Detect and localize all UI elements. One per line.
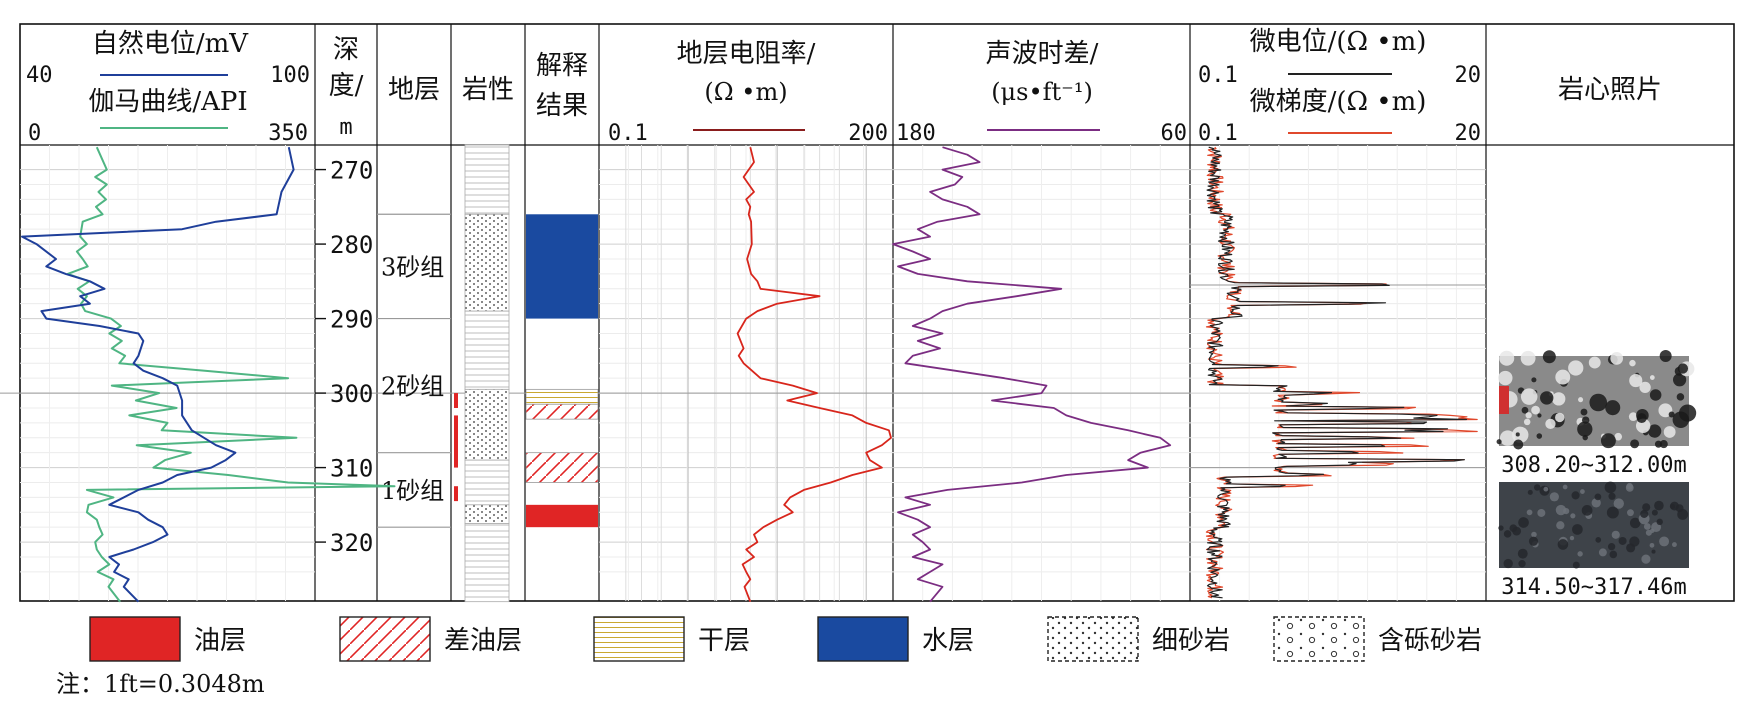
legend-swatch-fine-sand <box>1047 616 1139 662</box>
legend-label: 差油层 <box>444 626 522 656</box>
micro-inv-max-label: 20 <box>1455 63 1482 88</box>
interp-header-1: 解释 <box>536 51 588 81</box>
depth-tick-label: 290 <box>330 306 373 334</box>
gr-min-label: 0 <box>28 121 41 146</box>
stratum-track: 3砂组 2砂组 1砂组 <box>377 213 451 528</box>
ac-title-2: (μs•ft⁻¹) <box>991 78 1093 106</box>
res-title-2: (Ω •m) <box>704 78 787 106</box>
track-headers: 自然电位/mV 40 100 伽马曲线/API 0 350 深 度/ m 地层 … <box>26 27 1662 146</box>
sp-min-label: 40 <box>26 63 53 88</box>
depth-header-2: 度/ <box>329 71 364 101</box>
legend-swatch-pebbly-sand <box>1273 616 1365 662</box>
core-photo <box>1498 481 1689 569</box>
depth-header-3: m <box>339 115 352 140</box>
core-header: 岩心照片 <box>1558 75 1662 105</box>
legend-label: 含砾砂岩 <box>1378 626 1482 656</box>
legend-label: 油层 <box>194 626 246 656</box>
unit-note: 注：1ft=0.3048m <box>56 670 265 698</box>
lithology-mudstone <box>464 523 510 603</box>
lithology-header: 岩性 <box>462 75 514 105</box>
lithology-track <box>454 144 510 603</box>
interp-zone-poor_oil <box>525 452 599 483</box>
micro-inv-title: 微电位/(Ω •m) <box>1250 27 1427 57</box>
res-min-label: 0.1 <box>608 121 648 146</box>
formation-label: 1砂组 <box>381 477 444 505</box>
legend: 油层 差油层 干层 水层 细砂岩 含砾砂岩 <box>89 616 1482 662</box>
ac-min-label: 180 <box>896 121 936 146</box>
interp-header-2: 结果 <box>536 91 588 121</box>
resistivity-curve <box>736 146 892 603</box>
stratum-header: 地层 <box>388 75 440 105</box>
lithology-mudstone <box>464 459 510 506</box>
lithology-mudstone <box>464 144 510 215</box>
depth-tick-label: 310 <box>330 455 373 483</box>
gr-curve <box>66 146 396 603</box>
lithology-fine-sandstone <box>464 213 510 312</box>
legend-swatch-poor-oil <box>339 616 431 662</box>
depth-tick-label: 270 <box>330 157 373 185</box>
interp-zone-oil <box>526 504 598 528</box>
legend-swatch-dry <box>593 616 685 662</box>
log-curves <box>21 146 1478 603</box>
interp-zone-water <box>526 214 598 319</box>
micro-inverse-curve <box>1206 146 1468 599</box>
lithology-fine-sandstone <box>464 504 510 524</box>
gr-max-label: 350 <box>268 121 308 146</box>
gr-title: 伽马曲线/API <box>88 87 247 117</box>
depth-tick-label: 280 <box>330 231 373 259</box>
legend-swatch-water <box>817 616 909 662</box>
interpretation-track <box>525 214 599 528</box>
micro-nor-max-label: 20 <box>1455 121 1482 146</box>
depth-tick-label: 300 <box>330 380 373 408</box>
lithology-mudstone <box>464 310 510 390</box>
acoustic-curve <box>892 146 1172 603</box>
legend-swatch-oil <box>89 616 181 662</box>
micro-nor-title: 微梯度/(Ω •m) <box>1250 87 1427 117</box>
core-photo-label: 314.50~317.46m <box>1501 575 1686 600</box>
micro-nor-min-label: 0.1 <box>1198 121 1238 146</box>
formation-label: 3砂组 <box>381 253 444 281</box>
chart-frame <box>19 23 1735 602</box>
legend-label: 细砂岩 <box>1152 626 1230 656</box>
interp-zone-dry <box>525 388 599 405</box>
core-photo <box>1496 350 1697 450</box>
legend-label: 干层 <box>698 626 750 656</box>
oil-show-marker <box>454 393 458 408</box>
micro-normal-curve <box>1205 146 1478 599</box>
ac-title-1: 声波时差/ <box>986 39 1099 69</box>
res-title-1: 地层电阻率/ <box>677 39 816 69</box>
depth-header-1: 深 <box>333 35 359 65</box>
depth-axis: 270 280 290 300 310 320 <box>315 157 373 557</box>
lithology-fine-sandstone <box>464 388 510 461</box>
core-photo-track: 308.20~312.00m 314.50~317.46m <box>1496 350 1697 600</box>
core-photo-label: 308.20~312.00m <box>1501 453 1686 478</box>
sp-max-label: 100 <box>270 63 310 88</box>
oil-show-marker <box>454 486 458 502</box>
sp-title: 自然电位/mV <box>92 29 249 59</box>
sp-curve <box>21 146 295 603</box>
depth-tick-label: 320 <box>330 529 373 557</box>
legend-label: 水层 <box>922 626 974 656</box>
res-max-label: 200 <box>848 121 888 146</box>
oil-show-marker <box>454 415 458 468</box>
interp-zone-poor_oil <box>525 403 599 420</box>
formation-label: 2砂组 <box>381 373 444 401</box>
micro-inv-min-label: 0.1 <box>1198 63 1238 88</box>
ac-max-label: 60 <box>1161 121 1188 146</box>
